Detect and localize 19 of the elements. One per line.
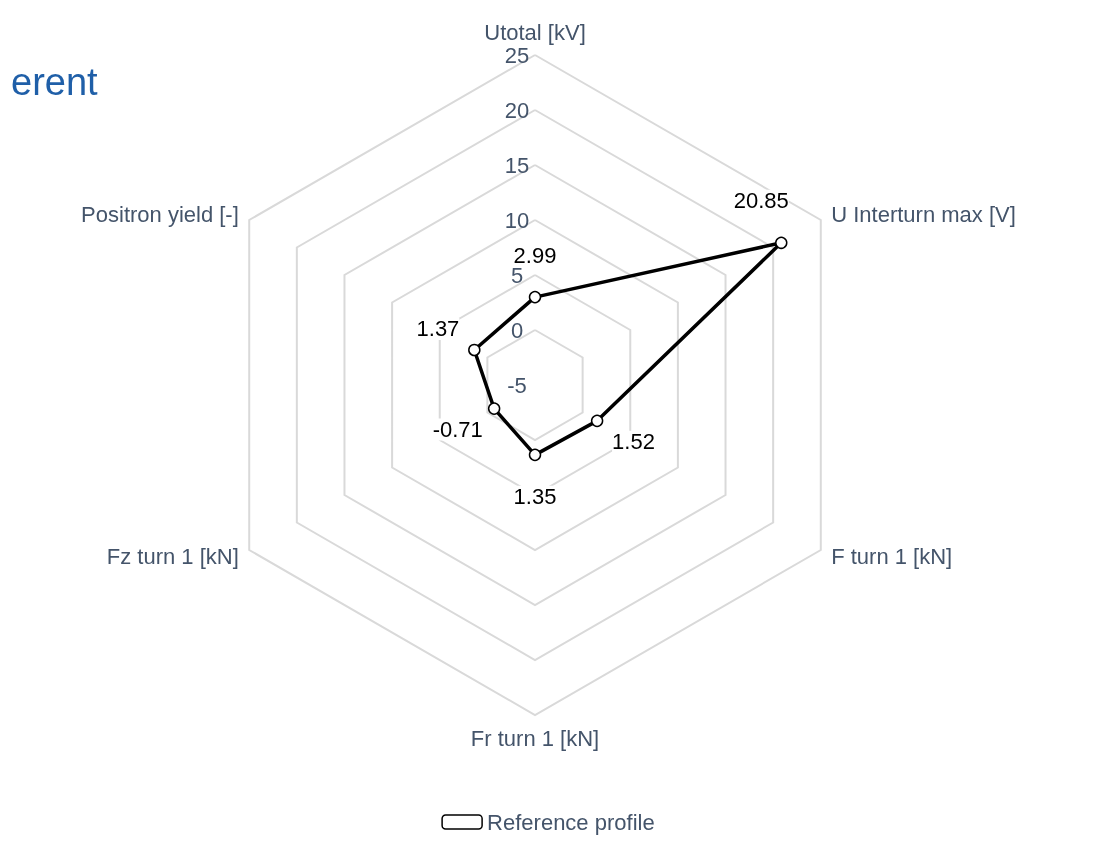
spoke-label: U Interturn max [V] bbox=[831, 201, 1016, 227]
data-label: 1.37 bbox=[416, 316, 460, 342]
spoke-label: Positron yield [-] bbox=[81, 201, 239, 227]
data-label: 20.85 bbox=[733, 188, 789, 214]
data-label: -0.71 bbox=[432, 417, 483, 443]
y-tick-label: 25 bbox=[504, 42, 530, 68]
spoke-label: Fz turn 1 [kN] bbox=[106, 543, 239, 569]
spoke-label: F turn 1 [kN] bbox=[831, 543, 953, 569]
y-tick-label: 20 bbox=[504, 97, 530, 123]
y-tick-label: -5 bbox=[507, 372, 527, 398]
y-tick-label: 15 bbox=[504, 152, 530, 178]
data-label: 1.35 bbox=[513, 484, 557, 510]
text: erent bbox=[11, 61, 99, 103]
y-tick-label: 10 bbox=[504, 207, 530, 233]
legend-label: Reference profile bbox=[487, 809, 655, 835]
data-label: 1.52 bbox=[612, 429, 655, 455]
spoke-label: Utotal [kV] bbox=[484, 19, 586, 45]
y-tick-label: 0 bbox=[510, 317, 524, 343]
spoke-label: Fr turn 1 [kN] bbox=[470, 725, 600, 751]
